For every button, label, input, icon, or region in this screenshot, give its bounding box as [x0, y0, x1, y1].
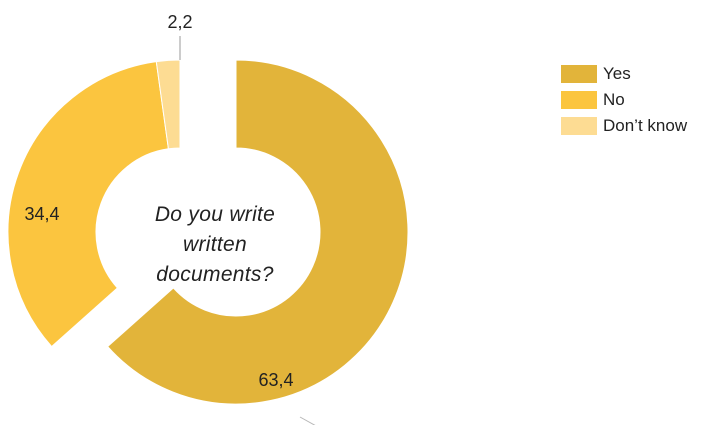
center-text-line-3: documents? — [156, 263, 274, 286]
legend-label-yes: Yes — [603, 64, 631, 83]
slice-no[interactable] — [7, 61, 169, 348]
legend: Yes No Don’t know — [561, 61, 687, 139]
legend-item-yes[interactable]: Yes — [561, 61, 687, 87]
data-label-no: 34,4 — [24, 204, 59, 224]
legend-swatch-dont-know — [561, 117, 597, 135]
legend-label-dont-know: Don’t know — [603, 116, 688, 135]
data-label-dont-know: 2,2 — [167, 12, 192, 32]
slice-yes[interactable] — [106, 59, 409, 405]
data-label-yes: 63,4 — [258, 370, 293, 390]
legend-swatch-no — [561, 91, 597, 109]
center-text-line-1: Do you write — [154, 203, 276, 226]
slice-dont-know[interactable] — [155, 59, 181, 150]
center-text-line-2: written — [183, 233, 247, 256]
leader-line-yes — [299, 416, 316, 425]
legend-item-dont-know[interactable]: Don’t know — [561, 113, 687, 139]
donut-center-text: Do you write written documents? — [130, 200, 300, 290]
legend-label-no: No — [603, 90, 625, 109]
legend-swatch-yes — [561, 65, 597, 83]
legend-item-no[interactable]: No — [561, 87, 687, 113]
